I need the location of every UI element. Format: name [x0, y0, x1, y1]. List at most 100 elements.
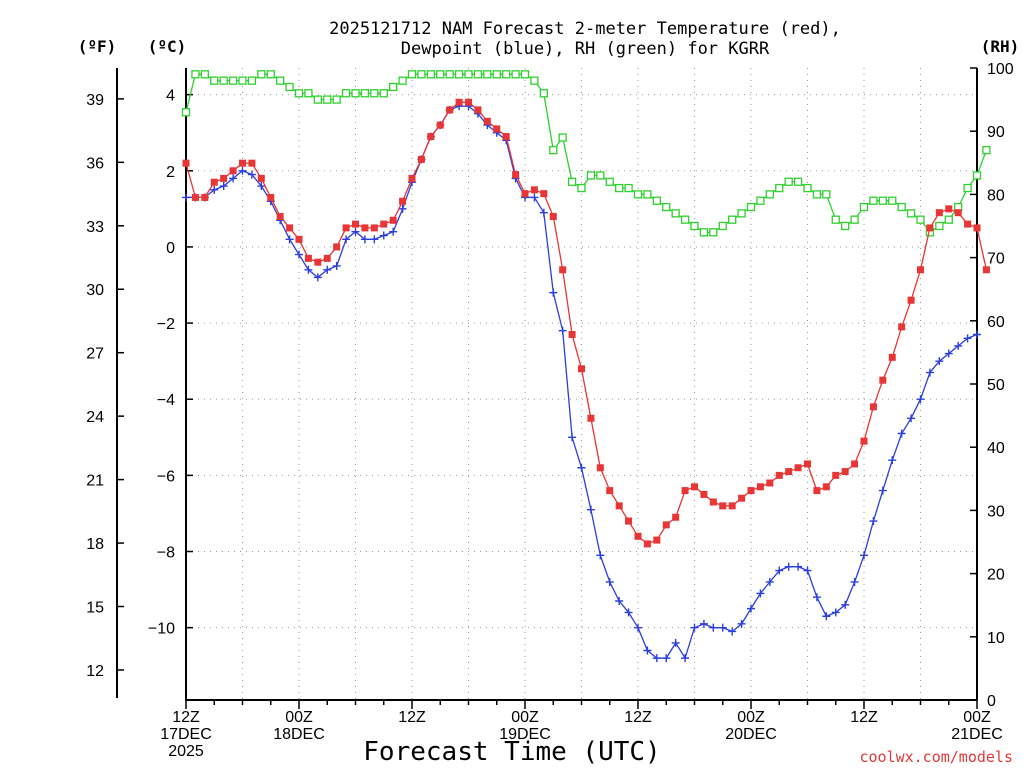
rh-point [398, 76, 407, 85]
temperature-point [191, 193, 199, 201]
rh-point [586, 171, 596, 180]
rh-point [605, 177, 614, 186]
temperature-point [869, 403, 877, 411]
dewpoint-point [257, 182, 266, 191]
rh-axis-unit: (RH) [981, 37, 1020, 56]
dewpoint-point [841, 600, 850, 609]
dewpoint-point [699, 619, 708, 628]
rh-point [784, 177, 793, 186]
rh-point [238, 76, 247, 85]
fahrenheit-tick-label: 18 [86, 536, 104, 553]
dewpoint-point [247, 170, 256, 179]
time-tick-label: 17DEC [160, 726, 212, 743]
rh-point [690, 221, 699, 231]
time-tick-label: 21DEC [951, 726, 1003, 743]
temperature-point [935, 209, 943, 217]
dewpoint-point [313, 273, 322, 282]
temperature-point [257, 174, 265, 182]
dewpoint-point [549, 288, 558, 297]
rh-point [756, 196, 765, 205]
temperature-point [945, 205, 953, 213]
dewpoint-point [596, 551, 605, 560]
rh-point [624, 183, 633, 193]
rh-point [615, 183, 624, 193]
dewpoint-point [530, 193, 539, 202]
celsius-tick-label: 4 [166, 88, 175, 105]
rh-point [210, 76, 219, 85]
rh-point [888, 196, 897, 205]
dewpoint-point [756, 589, 765, 598]
dewpoint-point [671, 638, 680, 647]
temperature-point [399, 197, 407, 205]
dewpoint-point [963, 334, 972, 343]
rh-point [662, 202, 671, 212]
dewpoint-point [850, 577, 859, 586]
temperature-point [907, 296, 915, 304]
rh-point [878, 196, 887, 205]
dewpoint-point [888, 456, 897, 465]
fahrenheit-axis-unit: (ºF) [78, 37, 117, 56]
temperature-point [304, 254, 312, 262]
rh-tick-label: 70 [987, 251, 1005, 268]
dewpoint-point [182, 193, 190, 202]
temperature-point [370, 224, 378, 232]
dewpoint-point [916, 395, 925, 404]
temperature-point [417, 155, 425, 163]
rh-point [822, 190, 831, 199]
rh-point [549, 146, 558, 155]
temperature-point [841, 468, 849, 476]
dewpoint-point [784, 562, 793, 571]
dewpoint-point [568, 433, 577, 442]
rh-point [718, 221, 727, 231]
rh-tick-label: 30 [987, 503, 1005, 520]
dewpoint-point [690, 623, 699, 632]
temperature-point [333, 243, 341, 251]
temperature-point [719, 502, 727, 510]
fahrenheit-tick-label: 33 [86, 219, 104, 236]
dewpoint-point [681, 654, 690, 663]
temperature-point [898, 323, 906, 331]
temperature-point [766, 479, 774, 487]
temperature-point [286, 224, 294, 232]
dewpoint-point [351, 227, 360, 236]
rh-point [680, 215, 690, 224]
rh-point [360, 89, 370, 98]
dewpoint-point [812, 593, 821, 602]
dewpoint-point [398, 204, 407, 213]
temperature-point [427, 133, 435, 141]
dewpoint-point [229, 174, 238, 183]
rh-tick-label: 20 [987, 567, 1005, 584]
dewpoint-point [370, 235, 379, 244]
celsius-tick-label: −2 [157, 316, 175, 333]
rh-point [671, 209, 680, 218]
time-tick-label: 00Z [737, 709, 765, 726]
temperature-point [738, 494, 746, 502]
temperature-point [643, 540, 651, 548]
temperature-point [728, 502, 736, 510]
rh-point [596, 171, 605, 180]
rh-point [181, 108, 191, 117]
rh-point [831, 215, 840, 224]
temperature-point [973, 224, 981, 232]
rh-point [982, 146, 991, 155]
rh-point [502, 70, 511, 79]
rh-point [916, 215, 925, 224]
rh-point [746, 202, 756, 212]
rh-tick-label: 50 [987, 377, 1005, 394]
rh-point [219, 76, 228, 85]
dewpoint-point [954, 341, 963, 350]
rh-point [699, 228, 709, 237]
celsius-tick-label: 0 [166, 240, 175, 257]
rh-point [935, 221, 944, 231]
temperature-point [521, 190, 529, 198]
rh-point [577, 183, 586, 193]
rh-point [323, 95, 332, 104]
dewpoint-point [643, 646, 652, 655]
rh-point [313, 95, 322, 104]
rh-point [558, 133, 567, 142]
temperature-point [389, 216, 397, 224]
rh-point [266, 70, 275, 79]
time-tick-label: 00Z [511, 709, 539, 726]
dewpoint-point [944, 349, 953, 358]
